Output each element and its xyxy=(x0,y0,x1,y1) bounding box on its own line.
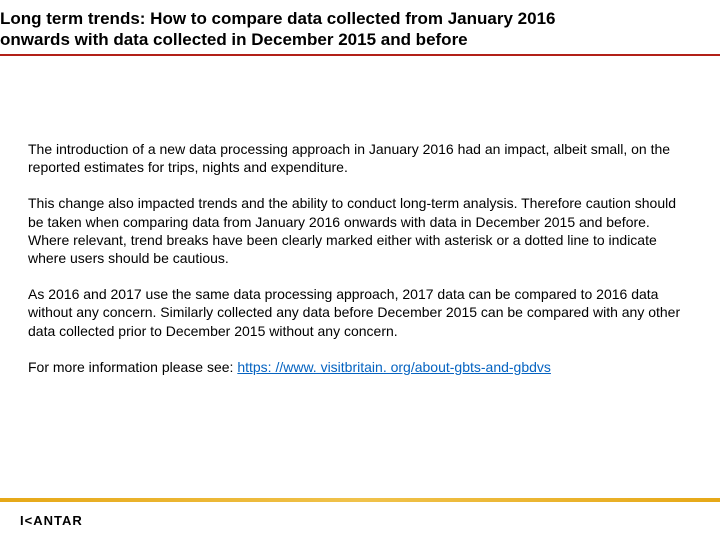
paragraph-2: This change also impacted trends and the… xyxy=(28,194,693,267)
paragraph-3: As 2016 and 2017 use the same data proce… xyxy=(28,285,693,340)
paragraph-4-prefix: For more information please see: xyxy=(28,359,237,375)
kantar-logo: I<ANTAR xyxy=(20,513,83,528)
title-underline xyxy=(0,54,720,56)
title-block: Long term trends: How to compare data co… xyxy=(0,8,590,51)
paragraph-4: For more information please see: https: … xyxy=(28,358,693,376)
body-text: The introduction of a new data processin… xyxy=(28,140,693,394)
page-title: Long term trends: How to compare data co… xyxy=(0,8,590,51)
slide: Long term trends: How to compare data co… xyxy=(0,0,720,540)
footer-divider xyxy=(0,498,720,502)
paragraph-1: The introduction of a new data processin… xyxy=(28,140,693,176)
info-link[interactable]: https: //www. visitbritain. org/about-gb… xyxy=(237,359,551,375)
